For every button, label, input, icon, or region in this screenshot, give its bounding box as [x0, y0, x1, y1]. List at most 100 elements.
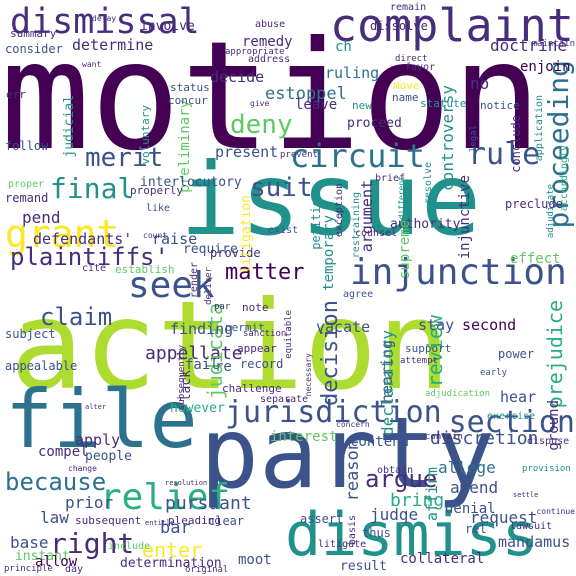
word-ch: ch [335, 39, 352, 55]
word-legal: legal [469, 124, 479, 153]
word-lawsuit: lawsuit [510, 521, 553, 532]
word-law: law [40, 508, 69, 527]
word-party: party [200, 397, 496, 511]
word-address: address [248, 54, 291, 65]
word-dismissal: dismissal [10, 2, 200, 42]
word-appealable: appealable [5, 359, 78, 373]
word-allege: allege [438, 458, 496, 477]
word-challenge: challenge [222, 382, 282, 395]
word-appropriate: appropriate [225, 47, 285, 57]
word-prior: prior [65, 493, 114, 512]
word-stay: stay [418, 316, 455, 334]
word-authority: authority [390, 217, 461, 232]
word-hear: hear [500, 388, 537, 406]
word-declaratory: declaratory [378, 329, 397, 436]
word-request: request [470, 508, 538, 527]
word-separate: separate [260, 394, 309, 405]
word-dispose: dispose [527, 436, 570, 447]
word-doctrine: doctrine [490, 36, 568, 55]
word-final: final [50, 172, 135, 205]
word-abuse: abuse [255, 19, 286, 30]
word-remedy: remedy [242, 34, 293, 50]
word-supreme: supreme [397, 219, 413, 279]
word-litigate: litigate [318, 539, 367, 550]
word-allow: allow [35, 554, 78, 570]
word-favor: favor [405, 62, 436, 73]
word-base: base [10, 533, 49, 552]
word-denial: denial [445, 501, 496, 517]
word-consider: consider [5, 42, 63, 56]
word-amend: amend [450, 478, 499, 497]
word-leave: leave [295, 97, 338, 113]
word-voluntary: voluntary [139, 104, 152, 165]
word-statute: statute [420, 97, 467, 110]
word-appear: appear [237, 342, 277, 355]
word-re: re [215, 359, 232, 375]
word-deliver: deliver [204, 266, 214, 305]
word-counsel: counsel [355, 228, 398, 239]
word-no: no [470, 74, 490, 93]
word-however: however [170, 401, 225, 416]
word-provide: provide [210, 246, 261, 260]
word-support: support [405, 342, 452, 355]
word-subject: subject [5, 327, 56, 341]
word-cite: cite [82, 263, 107, 274]
word-litigation: litigation [239, 194, 254, 274]
word-delay: delay [92, 14, 117, 23]
word-relief: relief [100, 477, 231, 518]
word-include: include [108, 541, 151, 552]
word-notice: notice [480, 99, 520, 112]
word-seek: seek [128, 265, 215, 306]
word-argument: argument [358, 179, 376, 253]
word-present: present [215, 143, 279, 161]
word-rel: rel [465, 522, 487, 536]
word-apply: apply [75, 431, 121, 449]
word-continue: continue [536, 507, 575, 516]
word-clear: clear [208, 514, 245, 528]
word-concur: concur [168, 94, 208, 107]
word-people: people [85, 449, 132, 464]
word-equitable: equitable [284, 309, 294, 359]
word-render: render [189, 261, 200, 299]
word-note: note [242, 301, 269, 314]
word-judge: judge [370, 505, 419, 524]
word-follow: follow [5, 139, 49, 153]
word-remand: remand [5, 191, 49, 205]
word-fail: fail [185, 357, 219, 373]
word-pursuant: pursuant [165, 493, 252, 514]
word-instant: instant [15, 549, 70, 564]
word-decision: decision [318, 299, 343, 406]
word-claim: claim [40, 303, 113, 331]
word-mandamus: mandamus [498, 533, 571, 551]
word-record: record [240, 357, 284, 371]
word-section: section [448, 405, 575, 440]
word-preclude: preclude [505, 197, 563, 211]
word-petition: petition [309, 191, 323, 250]
word-ruling: ruling [325, 64, 380, 82]
word-appellate: appellate [145, 343, 243, 364]
word-contend: contend [350, 434, 410, 450]
word-exist: exist [268, 225, 299, 236]
word-pend: pend [22, 208, 61, 227]
word-prejudice: prejudice [543, 299, 567, 409]
word-pleading: pleading [168, 514, 221, 527]
word-restraining: restraining [351, 191, 362, 259]
word-different: different [397, 175, 406, 220]
word-moot: moot [238, 552, 272, 568]
word-matter: matter [225, 260, 305, 285]
word-accordingly: accordingly [559, 144, 570, 212]
word-judicial: judicial [62, 94, 77, 158]
word-obtain: obtain [377, 465, 414, 476]
word-circuit: circuit [290, 137, 425, 175]
word-count: count [143, 231, 168, 240]
word-second: second [462, 316, 517, 334]
word-interlocutory: interlocutory [140, 175, 242, 190]
word-injunctive: injunctive [457, 174, 473, 260]
word-assert: assert [300, 512, 344, 526]
word-motion: motion [0, 10, 542, 184]
word-give: give [250, 99, 270, 108]
word-day: day [65, 564, 84, 575]
word-summary: summary [10, 27, 57, 40]
word-original: original [185, 565, 229, 575]
